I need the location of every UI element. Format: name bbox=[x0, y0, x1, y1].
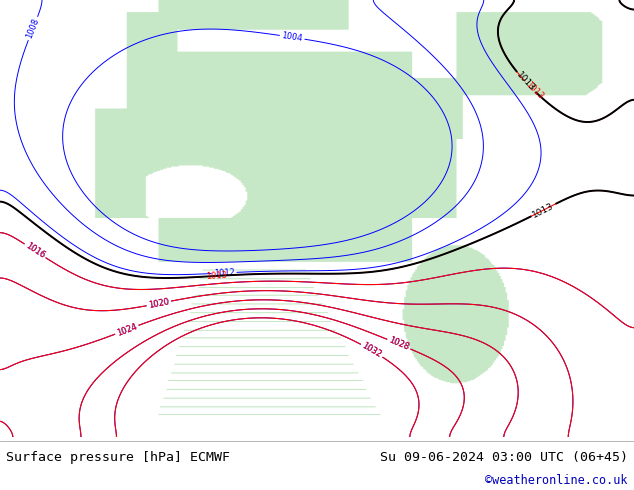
Text: 1020: 1020 bbox=[148, 297, 170, 310]
Text: 1028: 1028 bbox=[387, 336, 410, 352]
Text: 1013: 1013 bbox=[531, 201, 556, 220]
Text: 1013: 1013 bbox=[515, 71, 537, 94]
Text: Su 09-06-2024 03:00 UTC (06+45): Su 09-06-2024 03:00 UTC (06+45) bbox=[380, 451, 628, 464]
Text: 1028: 1028 bbox=[387, 336, 410, 352]
Text: 1020: 1020 bbox=[148, 297, 170, 310]
Text: 1016: 1016 bbox=[24, 242, 46, 260]
Text: 1013: 1013 bbox=[205, 271, 227, 281]
Text: 1008: 1008 bbox=[25, 17, 41, 40]
Text: 1013: 1013 bbox=[523, 80, 545, 101]
Text: Surface pressure [hPa] ECMWF: Surface pressure [hPa] ECMWF bbox=[6, 451, 230, 464]
Text: 1012: 1012 bbox=[214, 268, 235, 278]
Text: 1016: 1016 bbox=[24, 242, 46, 260]
Text: ©weatheronline.co.uk: ©weatheronline.co.uk bbox=[485, 474, 628, 487]
Text: 1004: 1004 bbox=[281, 31, 303, 43]
Text: 1032: 1032 bbox=[361, 341, 383, 360]
Text: 1024: 1024 bbox=[115, 322, 138, 338]
Text: 1032: 1032 bbox=[361, 341, 383, 360]
Text: 1024: 1024 bbox=[115, 322, 138, 338]
